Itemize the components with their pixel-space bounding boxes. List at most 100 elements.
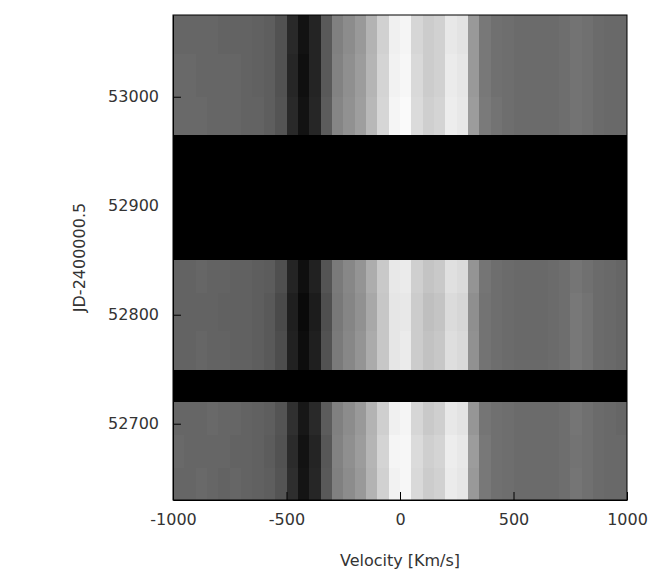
cell (536, 331, 548, 370)
cell (343, 97, 355, 136)
x-tick-mark (627, 492, 628, 500)
cell (241, 435, 253, 468)
cell (389, 260, 401, 293)
cell (400, 53, 412, 97)
cell (536, 467, 548, 500)
cell (525, 53, 537, 97)
frame (173, 15, 627, 500)
y-tick-mark (173, 424, 181, 425)
cell (377, 467, 389, 500)
cell (479, 97, 491, 136)
cell (241, 467, 253, 500)
cell (559, 97, 571, 136)
cell (423, 97, 435, 136)
cell (411, 53, 423, 97)
cell (355, 402, 367, 435)
cell (457, 435, 469, 468)
cell (548, 260, 560, 293)
cell (525, 97, 537, 136)
y-tick: 53000 (108, 87, 181, 106)
cell (491, 53, 503, 97)
cell (230, 53, 242, 97)
cell (321, 260, 333, 293)
cell (514, 97, 526, 136)
cell (389, 331, 401, 370)
cell (196, 467, 208, 500)
cell (400, 467, 412, 500)
cell (536, 293, 548, 332)
y-tick-label: 52700 (108, 414, 159, 433)
cell (343, 331, 355, 370)
cell (536, 435, 548, 468)
cell (548, 15, 560, 54)
cell (514, 15, 526, 54)
cell (355, 293, 367, 332)
cell (582, 97, 594, 136)
cell (502, 260, 514, 293)
cell (230, 293, 242, 332)
cell (252, 15, 264, 54)
cell (173, 97, 185, 136)
plot-background (173, 15, 627, 500)
cell (582, 260, 594, 293)
cell (207, 260, 219, 293)
cell (434, 293, 446, 332)
cell (287, 293, 299, 332)
cell (502, 435, 514, 468)
cell (570, 467, 582, 500)
cell (616, 53, 627, 97)
cell (321, 331, 333, 370)
cell (332, 331, 344, 370)
cell (184, 467, 196, 500)
cell (298, 97, 310, 136)
cell (264, 293, 276, 332)
cell (616, 435, 627, 468)
cell (411, 97, 423, 136)
cell (479, 402, 491, 435)
cell (218, 53, 230, 97)
cell (275, 97, 287, 136)
cell (434, 97, 446, 136)
cell (604, 97, 616, 136)
cell (616, 260, 627, 293)
cell (411, 293, 423, 332)
cell (309, 15, 321, 54)
cell (423, 260, 435, 293)
cell (434, 331, 446, 370)
cell (230, 467, 242, 500)
cell (321, 402, 333, 435)
cell (173, 435, 185, 468)
cell (252, 467, 264, 500)
cell (343, 467, 355, 500)
cell (230, 15, 242, 54)
y-tick: 52800 (108, 305, 181, 324)
cell (241, 97, 253, 136)
cell (604, 15, 616, 54)
cell (479, 260, 491, 293)
y-tick-label: 53000 (108, 87, 159, 106)
cell (389, 53, 401, 97)
cell (604, 53, 616, 97)
cell (343, 53, 355, 97)
cell (264, 97, 276, 136)
y-tick-mark (173, 315, 181, 316)
cell (218, 435, 230, 468)
cell (445, 97, 457, 136)
cell (230, 331, 242, 370)
cell (321, 435, 333, 468)
cell (434, 260, 446, 293)
cell (377, 435, 389, 468)
cell (355, 331, 367, 370)
cell (309, 402, 321, 435)
cell (548, 53, 560, 97)
cell (616, 97, 627, 136)
cell (207, 293, 219, 332)
cell (604, 435, 616, 468)
cell (309, 293, 321, 332)
cell (298, 15, 310, 54)
cell (241, 331, 253, 370)
cell (264, 53, 276, 97)
cell (355, 435, 367, 468)
cell (514, 260, 526, 293)
cell (196, 435, 208, 468)
